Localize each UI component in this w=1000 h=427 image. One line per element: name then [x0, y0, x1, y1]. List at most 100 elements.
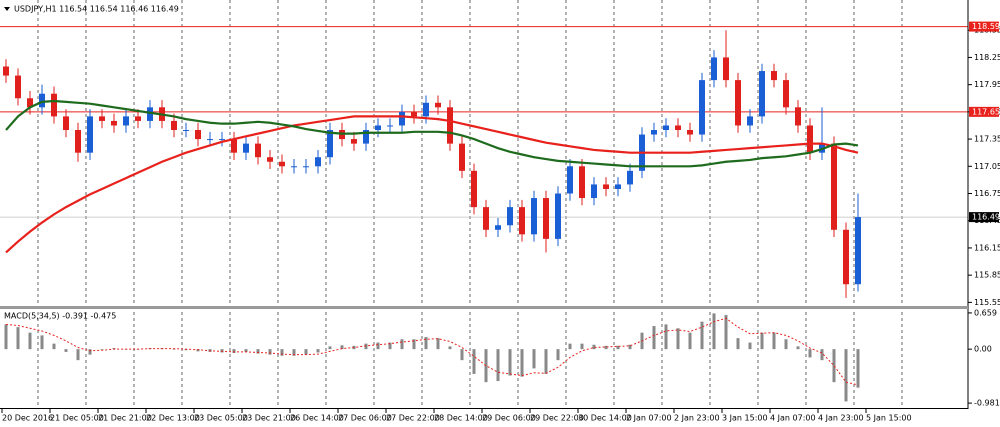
macd-bar — [316, 349, 320, 353]
macd-bar — [280, 349, 284, 356]
y-tick-label: 116.15 — [974, 243, 1000, 252]
candle-body — [435, 102, 441, 108]
x-tick-label: 28 Dec 14:00 — [434, 414, 488, 423]
candle-body — [27, 98, 33, 108]
candle-body — [147, 107, 153, 121]
candle-body — [351, 139, 357, 144]
y-tick-label: -0.981 — [974, 399, 1000, 408]
candle-body — [195, 130, 201, 140]
macd-bar — [592, 344, 596, 350]
macd-bar — [484, 349, 488, 383]
candle-body — [15, 75, 21, 99]
x-tick-label: 22 Dec 13:00 — [146, 414, 200, 423]
x-tick-label: 4 Jan 23:00 — [818, 414, 864, 423]
last-price-box — [969, 212, 999, 223]
candle-body — [99, 116, 105, 121]
macd-bar — [724, 315, 728, 350]
level-label: 117.65 — [972, 107, 1000, 116]
level-box — [969, 21, 999, 32]
macd-bar — [688, 332, 692, 350]
candle-body — [783, 80, 789, 108]
x-tick-label: 29 Dec 06:00 — [482, 414, 536, 423]
macd-title: MACD(5,34,5) -0.391 -0.475 — [4, 312, 116, 321]
candle-body — [267, 157, 273, 162]
x-tick-label: 29 Dec 22:00 — [530, 414, 584, 423]
macd-bar — [580, 343, 584, 350]
candle-body — [699, 80, 705, 135]
y-tick-label: 117.05 — [974, 162, 1000, 171]
candle-body — [135, 116, 141, 121]
candle-body — [495, 225, 501, 230]
y-tick-label: 117.95 — [974, 80, 1000, 89]
candle-body — [531, 198, 537, 235]
macd-bar — [100, 349, 104, 350]
candle-body — [579, 166, 585, 199]
candle-body — [459, 143, 465, 171]
macd-bar — [256, 349, 260, 354]
x-tick-label: 23 Dec 05:00 — [194, 414, 248, 423]
macd-bar — [796, 346, 800, 350]
candle-body — [207, 139, 213, 141]
y-tick-label: 0.659 — [974, 308, 997, 317]
macd-bar — [748, 342, 752, 350]
candle-body — [831, 143, 837, 230]
macd-bar — [112, 348, 116, 350]
macd-bar — [568, 343, 572, 350]
candle-body — [567, 166, 573, 194]
y-tick-label: 115.55 — [974, 298, 1000, 307]
candle-body — [675, 125, 681, 131]
candle-body — [591, 184, 597, 199]
y-tick-label: 118.25 — [974, 53, 1000, 62]
macd-bar — [664, 324, 668, 350]
plot — [0, 26, 968, 402]
x-tick-label: 20 Dec 2016 — [2, 414, 53, 423]
candle-body — [303, 166, 309, 168]
candle-body — [231, 139, 237, 153]
macd-bar — [412, 339, 416, 350]
candle-body — [363, 130, 369, 144]
candle-body — [747, 116, 753, 126]
candle-body — [51, 93, 57, 117]
candle-body — [111, 120, 117, 126]
level-box — [969, 106, 999, 117]
candle-body — [843, 229, 849, 285]
candle-body — [291, 166, 297, 168]
macd-bar — [460, 349, 464, 361]
candle-body — [807, 125, 813, 153]
candle-body — [483, 207, 489, 230]
macd-bar — [196, 349, 200, 352]
macd-bar — [760, 332, 764, 350]
macd-bar — [244, 349, 248, 352]
candle-body — [687, 130, 693, 135]
signal-line — [5, 317, 859, 386]
macd-bar — [400, 339, 404, 350]
x-tick-label: 2 Jan 07:00 — [626, 414, 672, 423]
macd-bar — [616, 345, 620, 350]
macd-bar — [784, 339, 788, 350]
candle-body — [399, 111, 405, 126]
x-tick-label: 27 Dec 22:00 — [386, 414, 440, 423]
x-tick-label: 4 Jan 07:00 — [770, 414, 816, 423]
candle-body — [555, 193, 561, 239]
macd-bar — [172, 349, 176, 350]
candle-body — [315, 157, 321, 167]
menu-arrow[interactable] — [4, 7, 10, 11]
macd-bar — [88, 349, 92, 355]
candle-body — [387, 125, 393, 127]
macd-bar — [304, 349, 308, 355]
grid — [37, 0, 903, 408]
macd-bar — [340, 345, 344, 350]
candle-body — [471, 170, 477, 208]
candle-body — [723, 57, 729, 81]
macd-bar — [700, 321, 704, 350]
macd-bar — [28, 332, 32, 350]
candle-body — [171, 120, 177, 131]
candle-body — [423, 102, 429, 117]
macd-bar — [844, 349, 848, 402]
level-label: 118.59 — [972, 22, 1000, 31]
panel-separator — [0, 306, 968, 309]
macd-bar — [16, 327, 20, 350]
macd-bar — [544, 349, 548, 374]
candle-body — [87, 116, 93, 153]
